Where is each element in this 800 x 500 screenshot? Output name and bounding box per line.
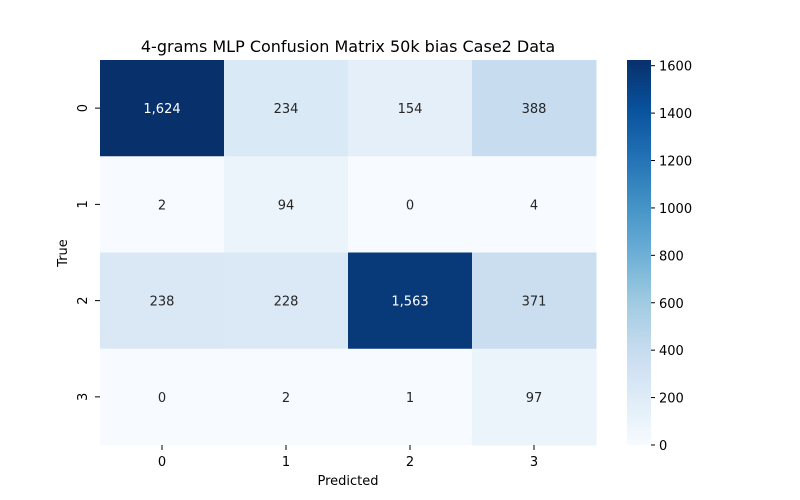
colorbar-tick-label: 400: [659, 344, 684, 359]
heatmap-cell: [224, 348, 349, 446]
x-axis-ticks: 0 1 2 3: [158, 445, 538, 470]
heatmap-cell: [348, 156, 473, 253]
heatmap-cell: [224, 156, 349, 253]
cell-value-label: 4: [530, 198, 538, 213]
y-axis-ticks: 0 1 2 3: [76, 104, 100, 401]
heatmap-cell: [348, 60, 473, 157]
y-tick-label: 2: [76, 296, 91, 304]
heatmap-cell: [100, 156, 225, 253]
cell-value-label: 228: [274, 295, 299, 310]
cell-value-label: 1: [406, 391, 414, 406]
heatmap-cell: [100, 60, 225, 157]
cell-value-label: 234: [274, 102, 299, 117]
heatmap-cell: [100, 348, 225, 446]
colorbar-tick-label: 1600: [659, 60, 692, 75]
heatmap-cell: [472, 348, 597, 446]
heatmap-cell: [348, 252, 473, 350]
chart-title: 4-grams MLP Confusion Matrix 50k bias Ca…: [141, 37, 555, 56]
cell-value-label: 1,624: [143, 102, 180, 117]
colorbar-tick-label: 1400: [659, 107, 692, 122]
cell-value-label: 1,563: [391, 295, 428, 310]
heatmap-cell: [100, 252, 225, 350]
heatmap-cells: 1,624 234 154 388 2 94 0 4 238 228 1,563 371 0 2 1 97: [100, 60, 597, 446]
heatmap-cell: [472, 252, 597, 350]
heatmap-cell: [348, 348, 473, 446]
cell-value-label: 0: [406, 198, 414, 213]
x-axis-label: Predicted: [317, 474, 378, 489]
cell-value-label: 154: [398, 102, 423, 117]
colorbar-tick-label: 1200: [659, 155, 692, 170]
heatmap-cell: [224, 60, 349, 157]
colorbar-gradient: [627, 60, 651, 445]
heatmap-cell: [224, 252, 349, 350]
y-axis-label: True: [56, 239, 71, 268]
cell-value-label: 2: [282, 391, 290, 406]
x-tick-label: 2: [406, 455, 414, 470]
colorbar-tick-label: 0: [659, 439, 667, 454]
cell-value-label: 238: [150, 295, 175, 310]
heatmap-cell: [472, 156, 597, 253]
cell-value-label: 371: [522, 295, 547, 310]
cell-value-label: 94: [278, 198, 295, 213]
cell-value-label: 2: [158, 198, 166, 213]
cell-value-label: 97: [526, 391, 543, 406]
colorbar-tick-label: 1000: [659, 202, 692, 217]
y-tick-label: 1: [76, 200, 91, 208]
colorbar-tick-label: 200: [659, 392, 684, 407]
cell-value-label: 388: [522, 102, 547, 117]
cell-value-label: 0: [158, 391, 166, 406]
colorbar-tick-label: 800: [659, 249, 684, 264]
heatmap-cell: [472, 60, 597, 157]
x-tick-label: 3: [530, 455, 538, 470]
y-tick-label: 0: [76, 104, 91, 112]
y-tick-label: 3: [76, 393, 91, 401]
x-tick-label: 1: [282, 455, 290, 470]
colorbar-tick-label: 600: [659, 297, 684, 312]
x-tick-label: 0: [158, 455, 166, 470]
colorbar: 0 200 400 600 800 1000 1200 1400 1600: [627, 60, 692, 454]
